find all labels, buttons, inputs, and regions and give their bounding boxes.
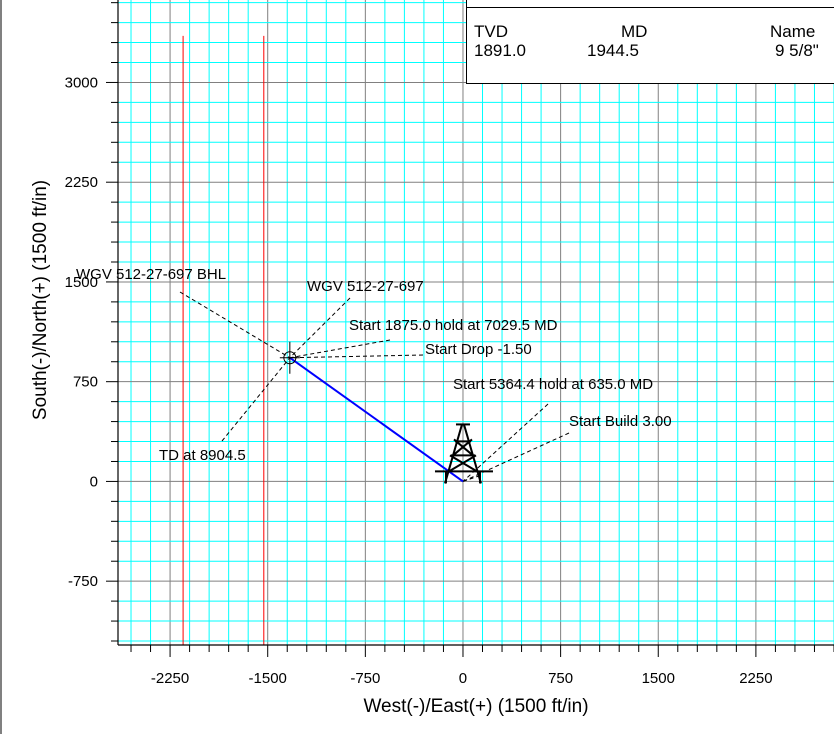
x-tick-label: 2250 — [739, 670, 772, 687]
annotation-label: Start Build 3.00 — [569, 413, 672, 430]
y-tick-label: 0 — [90, 473, 98, 490]
x-tick-label: 750 — [548, 670, 573, 687]
x-tick-label: -2250 — [151, 670, 189, 687]
annotation-label: Start Drop -1.50 — [425, 341, 532, 358]
casing-header-md: MD — [621, 22, 648, 41]
leader-lines — [179, 291, 570, 482]
leader-line — [289, 297, 351, 359]
y-tick-label: 750 — [73, 374, 98, 391]
y-tick-label: 2250 — [65, 174, 98, 191]
casing-header-tvd: TVD — [474, 22, 508, 41]
chart-text: WGV 512-27-697 BHL WGV 512-27-697 Start 18… — [76, 266, 672, 464]
annotation-label: WGV 512-27-697 BHL — [76, 266, 226, 283]
annotation-label: Start 5364.4 hold at 635.0 MD — [453, 376, 653, 393]
leader-line — [462, 403, 549, 482]
wellpath-line — [289, 356, 464, 483]
rig-brace — [448, 454, 477, 473]
x-tick-label: -750 — [350, 670, 380, 687]
rig-icon — [434, 423, 493, 484]
leader-line — [462, 475, 479, 482]
leader-line — [289, 339, 391, 359]
annotation-label: TD at 8904.5 — [159, 447, 246, 464]
annotation-label: WGV 512-27-697 — [307, 278, 424, 295]
x-tick-label: -1500 — [249, 670, 287, 687]
x-axis-title: West(-)/East(+) (1500 ft/in) — [363, 696, 588, 717]
y-axis-title: South(-)/North(+) (1500 ft/in) — [30, 180, 51, 420]
well-symbols — [279, 341, 493, 484]
casing-cell-name: 9 5/8" — [775, 41, 819, 60]
casing-cell-md: 1944.5 — [587, 41, 639, 60]
x-tick-label: 0 — [459, 670, 467, 687]
annotation-label: Start 1875.0 hold at 7029.5 MD — [349, 317, 558, 334]
casing-table: TVD MD Name 1891.0 1944.5 9 5/8" — [466, 0, 834, 84]
y-tick-label: 1500 — [65, 274, 98, 291]
wellpath — [289, 356, 464, 483]
leader-line — [289, 354, 424, 359]
leader-line — [179, 291, 291, 359]
x-tick-label: 1500 — [642, 670, 675, 687]
grid — [118, 0, 834, 645]
y-tick-label: -750 — [68, 573, 98, 590]
leader-line — [221, 357, 291, 442]
casing-cell-tvd: 1891.0 — [474, 41, 526, 60]
boundary-lines — [182, 35, 265, 645]
casing-table-divider — [467, 7, 834, 8]
leader-line — [462, 432, 570, 482]
casing-header-name: Name — [770, 22, 816, 41]
y-tick-label: 3000 — [65, 74, 98, 91]
